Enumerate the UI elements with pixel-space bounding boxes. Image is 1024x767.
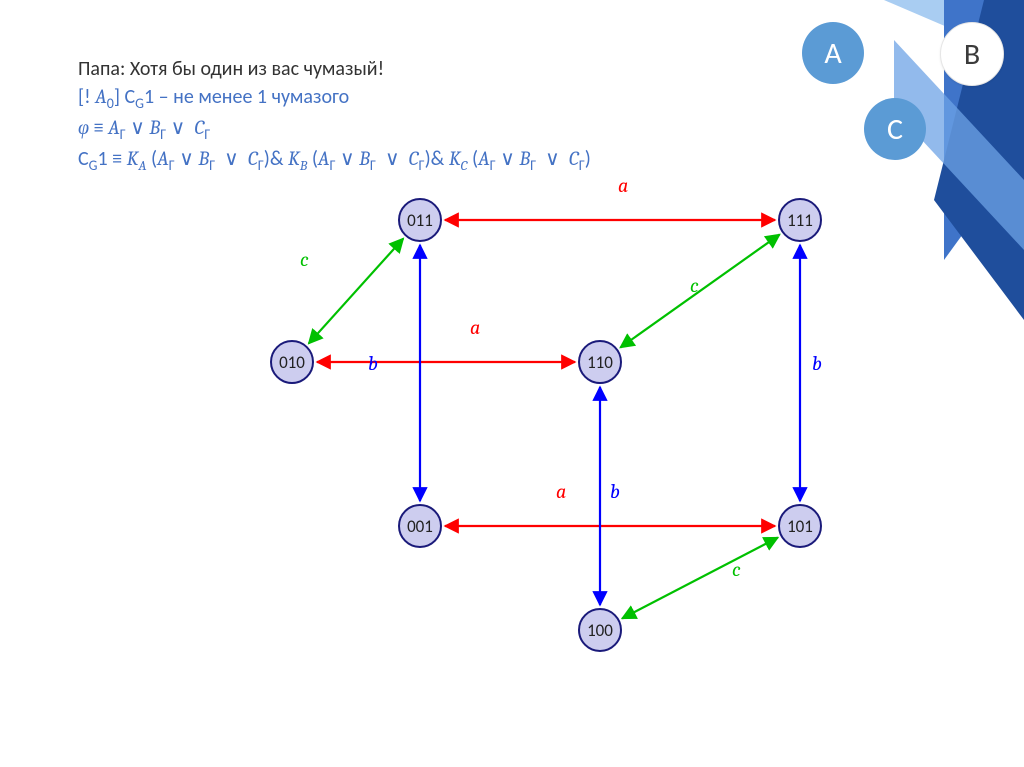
edge-label-b: b (610, 480, 620, 503)
node-101: 101 (778, 504, 822, 548)
node-010: 010 (270, 340, 314, 384)
text-line-1: Папа: Хотя бы один из вас чумазый! (78, 56, 591, 83)
formula-block: Папа: Хотя бы один из вас чумазый! [! A0… (78, 56, 591, 176)
edge-label-b: b (812, 352, 822, 375)
badge-b-label: B (964, 36, 980, 73)
node-001: 001 (398, 504, 442, 548)
edge-100-101 (622, 538, 778, 619)
node-110: 110 (578, 340, 622, 384)
edge-label-a: a (618, 174, 628, 197)
edge-label-c: c (732, 558, 741, 581)
badge-b: B (940, 22, 1004, 86)
badge-a: A (802, 22, 864, 84)
edge-label-b: b (368, 352, 378, 375)
edge-label-a: a (470, 316, 480, 339)
edge-label-c: c (690, 274, 699, 297)
edge-label-a: a (556, 480, 566, 503)
badge-c: C (864, 98, 926, 160)
node-011: 011 (398, 198, 442, 242)
edge-label-c: c (300, 248, 309, 271)
node-100: 100 (578, 608, 622, 652)
text-line-4: CG1 ≡ KA (AГ ∨ BГ ∨ CГ)& KB (AГ ∨ BГ ∨ C… (78, 145, 591, 176)
edge-110-111 (620, 234, 779, 347)
text-line-3: φ ≡ AГ ∨ BГ ∨ CГ (78, 114, 591, 145)
badge-a-label: A (824, 35, 841, 72)
badge-c-label: C (887, 111, 903, 148)
edge-010-011 (309, 239, 404, 344)
node-111: 111 (778, 198, 822, 242)
text-line-2: [! A0] CG1 – не менее 1 чумазого (78, 83, 591, 114)
